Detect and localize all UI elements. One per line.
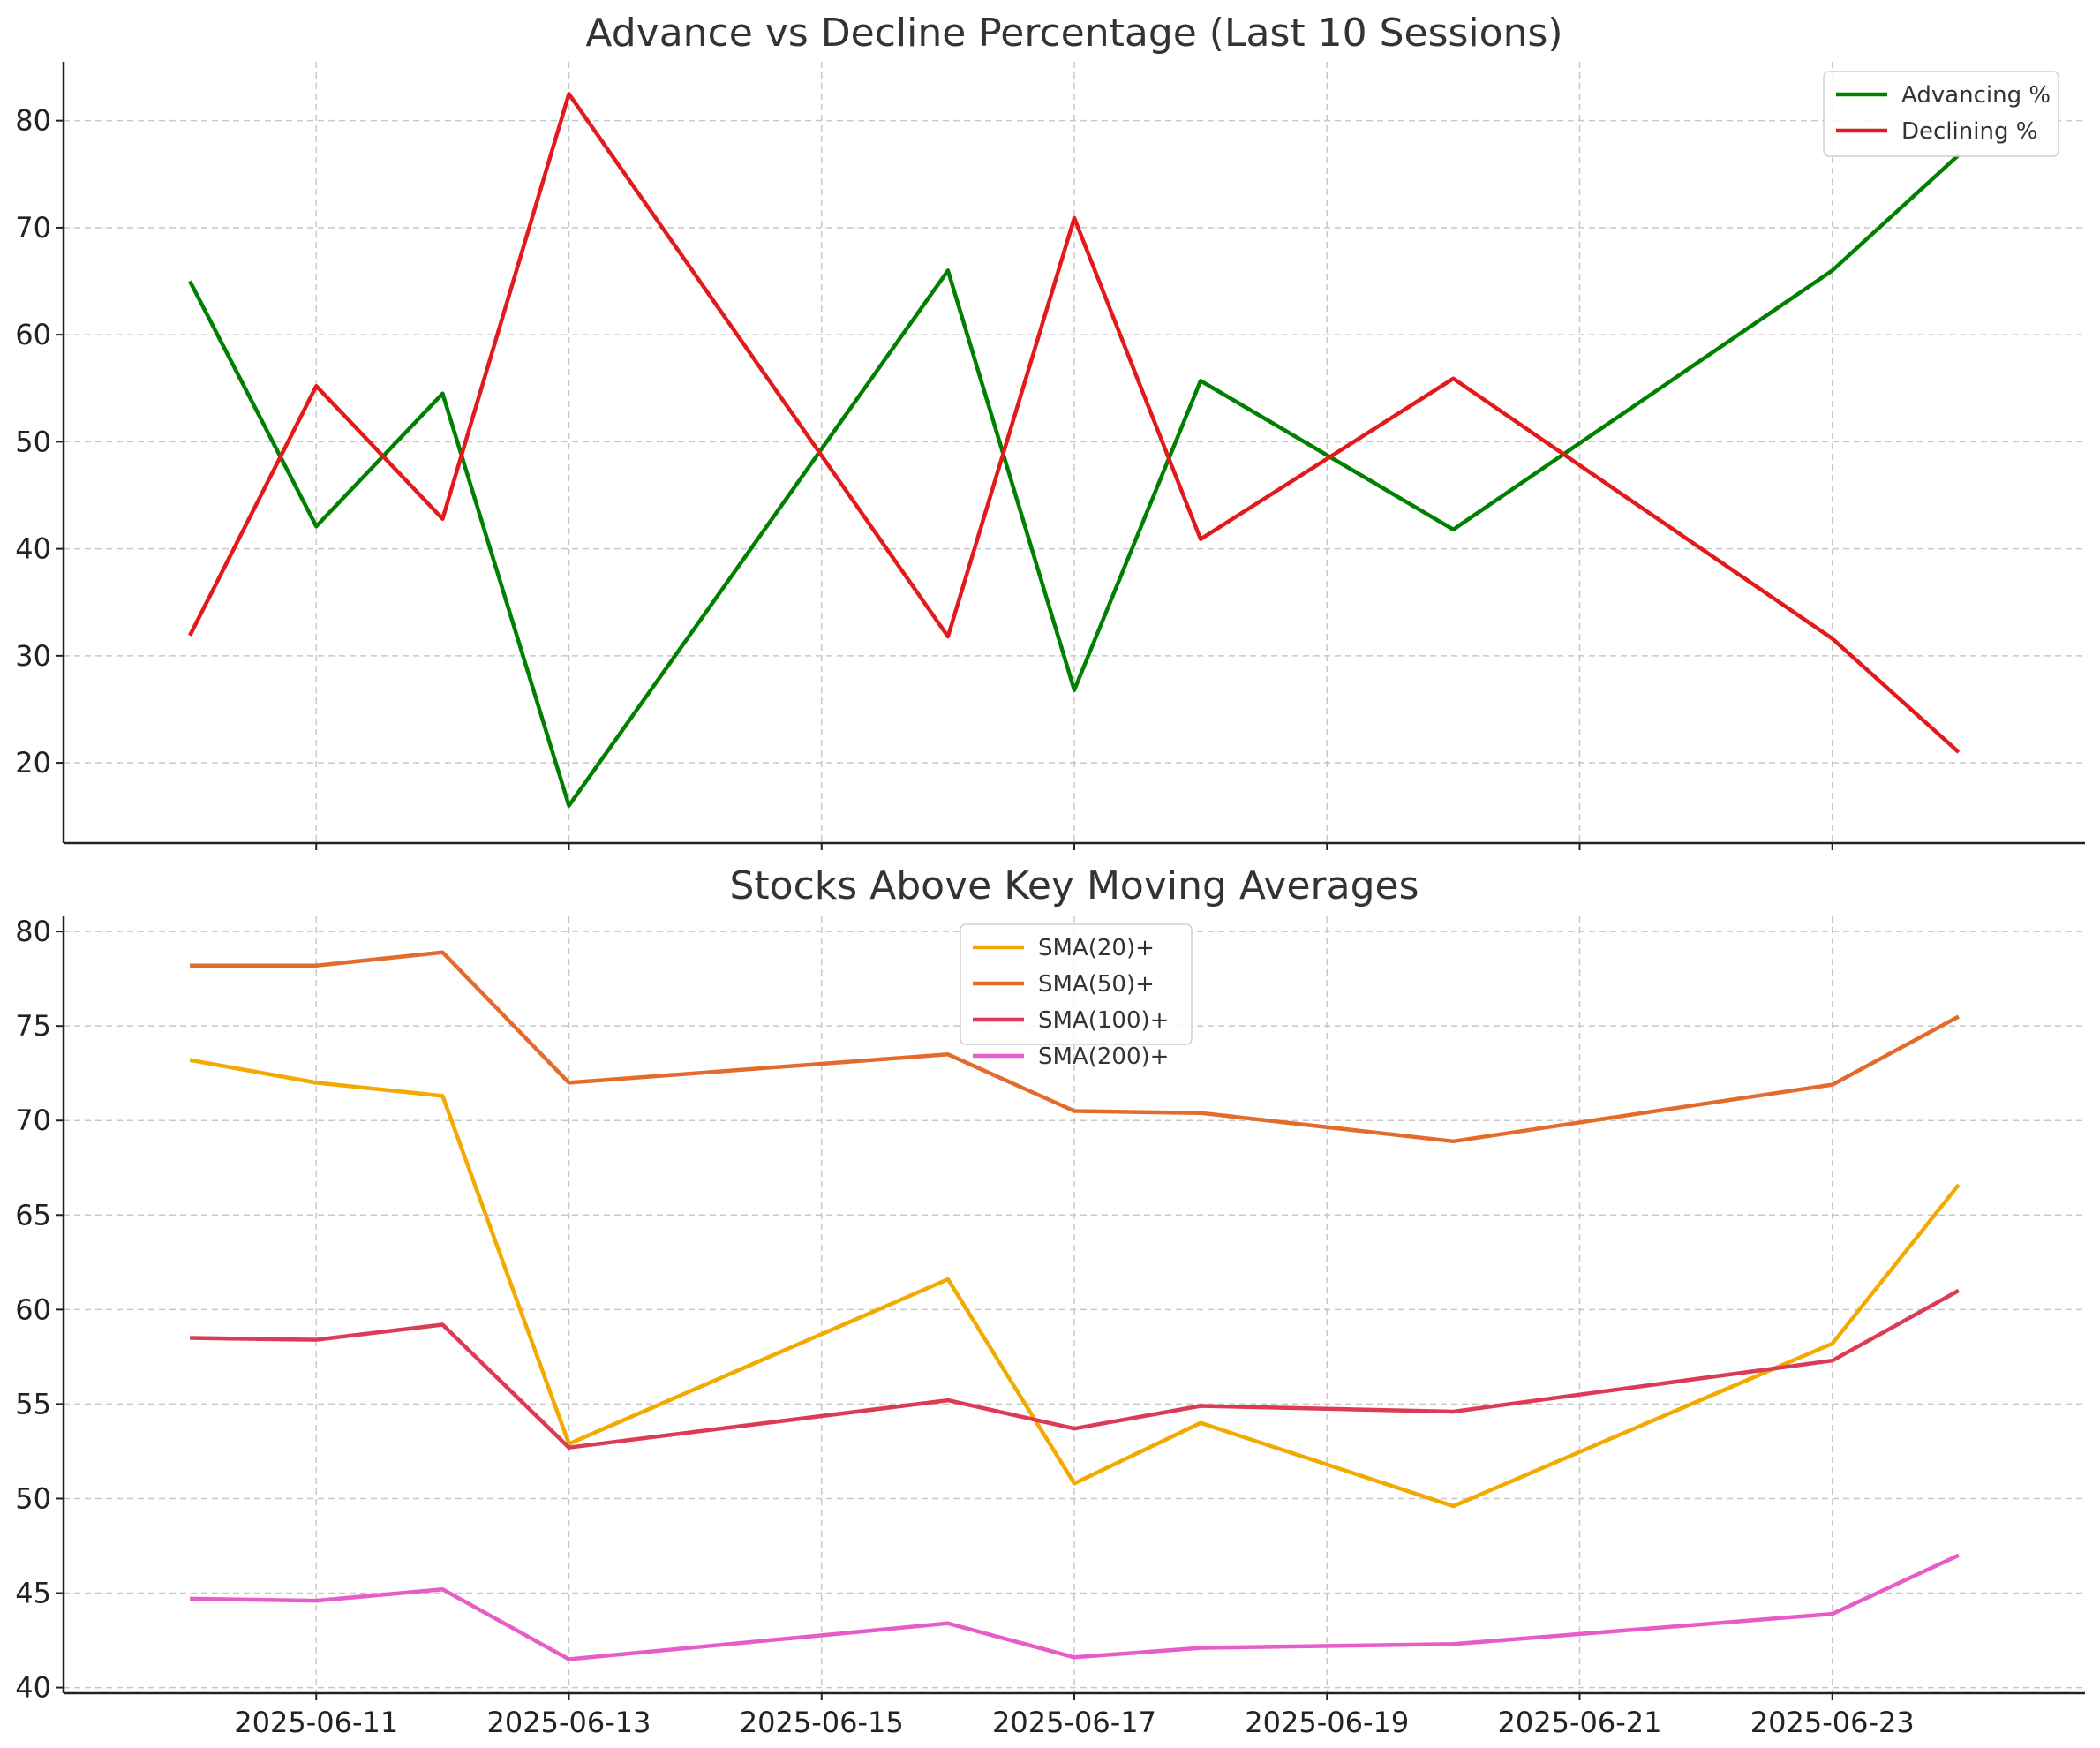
legend-box	[960, 923, 1193, 1045]
x-tick-label: 2025-06-19	[1245, 1706, 1409, 1739]
y-tick-label: 50	[15, 425, 51, 458]
series-line-advancing	[188, 153, 1961, 808]
y-tick-label: 45	[15, 1577, 51, 1610]
series-line-sma-100	[190, 1288, 1960, 1450]
series-line-sma-20	[189, 1058, 1961, 1509]
y-tick-label: 70	[15, 211, 51, 245]
y-tick-label: 40	[15, 532, 51, 566]
x-tick-label: 2025-06-21	[1498, 1706, 1662, 1739]
x-tick-label: 2025-06-17	[992, 1706, 1156, 1739]
x-tick-label: 2025-06-15	[740, 1706, 904, 1739]
series-line-sma-200	[190, 1553, 1960, 1661]
series-line-sma-50	[190, 950, 1960, 1144]
chart-title: Advance vs Decline Percentage (Last 10 S…	[585, 11, 1562, 56]
legend-label: SMA(200)+	[1038, 1044, 1169, 1070]
x-tick-label: 2025-06-11	[234, 1706, 398, 1739]
y-tick-label: 70	[15, 1104, 51, 1137]
legend-label: Declining %	[1901, 118, 2037, 145]
y-tick-label: 20	[15, 746, 51, 780]
advance-decline-panel: 20 30 40 50 60 70 80 Advance vs Decline Percent…	[15, 11, 2085, 850]
legend-label: SMA(20)+	[1038, 935, 1155, 961]
x-tick-label: 2025-06-13	[487, 1706, 651, 1739]
moving-averages-panel: 40 45 50 55 60 65 70 75 80 2025-06-11 2025-06-13 20…	[15, 863, 2085, 1739]
legend-label: SMA(50)+	[1038, 971, 1155, 998]
legend-label: SMA(100)+	[1038, 1007, 1169, 1034]
series-line-declining	[188, 92, 1961, 754]
y-tick-label: 30	[15, 639, 51, 673]
y-tick-label: 65	[15, 1198, 51, 1232]
y-tick-label: 75	[15, 1009, 51, 1043]
chart-title: Stocks Above Key Moving Averages	[729, 863, 1419, 908]
x-tick-label: 2025-06-23	[1750, 1706, 1915, 1739]
y-tick-label: 50	[15, 1481, 51, 1515]
y-tick-label: 40	[15, 1671, 51, 1705]
legend: SMA(20)+ SMA(50)+ SMA(100)+ SMA(200)+	[960, 923, 1193, 1070]
y-tick-label: 80	[15, 104, 51, 138]
legend: Advancing % Declining %	[1823, 71, 2059, 157]
y-tick-label: 60	[15, 1292, 51, 1326]
y-tick-label: 60	[15, 318, 51, 351]
legend-label: Advancing %	[1901, 82, 2051, 109]
y-tick-label: 80	[15, 915, 51, 948]
y-tick-label: 55	[15, 1387, 51, 1420]
